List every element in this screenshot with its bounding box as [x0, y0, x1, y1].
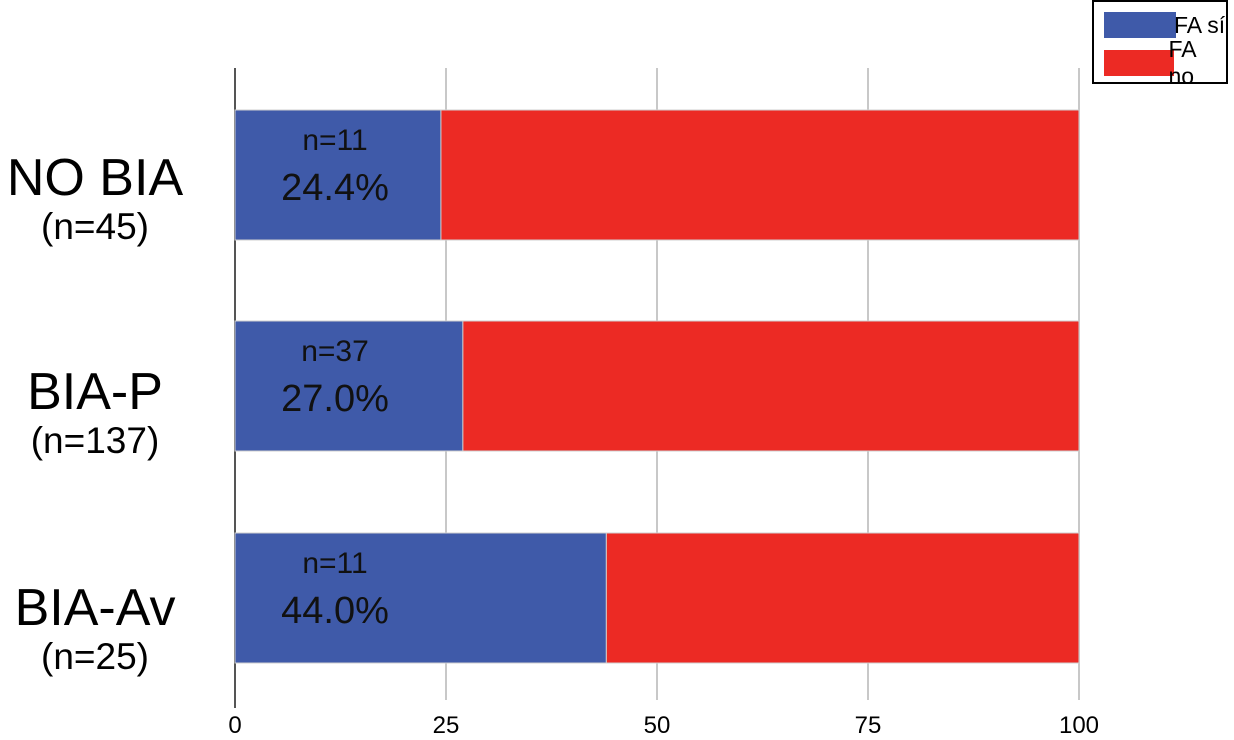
bar-percent-label: 24.4% [281, 167, 389, 209]
legend-swatch-fa-no [1104, 50, 1175, 76]
x-tick-label: 25 [433, 712, 460, 739]
category-count: (n=137) [30, 420, 160, 461]
bar-segment-fa-no [440, 109, 1080, 241]
bar-count-label: n=11 [302, 547, 367, 580]
legend-label-fa-si: FA sí [1174, 11, 1226, 38]
legend-label-fa-no: FA no [1168, 36, 1196, 89]
category-count: (n=25) [41, 636, 149, 677]
bar-segment-fa-no [462, 320, 1080, 452]
category-label-bia-p: BIA-P (n=137) [0, 364, 190, 462]
bar-count-label: n=37 [301, 335, 369, 368]
category-name: BIA-Av [14, 579, 176, 637]
bar-segment-fa-si [234, 109, 442, 241]
bar-percent-label: 27.0% [281, 378, 389, 420]
x-tick-label: 50 [644, 712, 671, 739]
category-count: (n=45) [41, 206, 149, 247]
bar-segment-fa-no [605, 532, 1080, 664]
legend-swatch-fa-si [1104, 12, 1176, 38]
x-tick-label: 0 [228, 712, 241, 739]
category-label-no-bia: NO BIA (n=45) [0, 150, 190, 248]
legend-item-fa-no: FA no [1104, 36, 1226, 89]
bar-segment-fa-si [234, 532, 607, 664]
bar-segment-fa-si [234, 320, 464, 452]
bar-count-label: n=11 [302, 124, 367, 157]
category-name: BIA-P [27, 363, 163, 421]
category-name: NO BIA [6, 149, 184, 207]
legend: FA sí FA no [1092, 0, 1228, 89]
category-label-bia-av: BIA-Av (n=25) [0, 580, 190, 678]
x-tick-label: 100 [1059, 712, 1099, 739]
legend-item-fa-si: FA sí [1104, 10, 1225, 40]
bar-percent-label: 44.0% [281, 590, 389, 632]
x-tick-label: 75 [855, 712, 882, 739]
